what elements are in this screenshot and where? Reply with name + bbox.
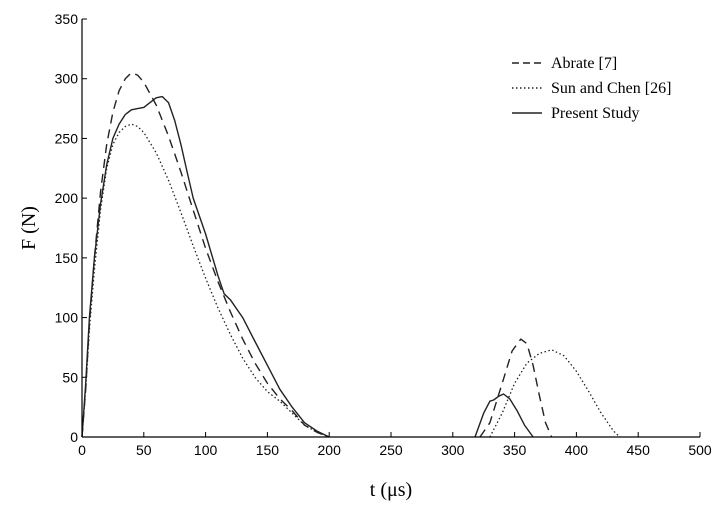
y-tick-label: 250 (55, 130, 79, 146)
x-tick-label: 250 (379, 442, 403, 458)
x-ticks: 0 50 100 150 200 250 300 350 400 450 500 (78, 432, 712, 458)
series-line-dashed-2 (479, 338, 553, 438)
y-tick-label: 0 (70, 429, 78, 445)
series-line-solid-1 (81, 95, 330, 438)
legend: Abrate [7] Sun and Chen [26] Present Study (512, 55, 671, 122)
x-tick-label: 50 (136, 442, 152, 458)
y-ticks: 0 50 100 150 200 250 300 350 (55, 11, 87, 445)
y-tick-label: 350 (55, 11, 79, 27)
x-tick-label: 100 (194, 442, 218, 458)
series-line-dotted-2 (489, 349, 621, 438)
series-line-dashed-1 (81, 72, 330, 438)
x-tick-label: 300 (441, 442, 465, 458)
x-tick-label: 150 (256, 442, 280, 458)
x-axis-title: t (μs) (370, 479, 412, 501)
y-axis-title: F (N) (18, 206, 40, 250)
legend-label: Abrate [7] (551, 55, 617, 72)
plot-lines (81, 72, 621, 438)
y-tick-label: 150 (55, 250, 79, 266)
legend-label: Present Study (551, 105, 639, 122)
x-tick-label: 500 (688, 442, 712, 458)
series-line-dotted-1 (81, 123, 330, 438)
x-tick-label: 400 (565, 442, 589, 458)
y-tick-label: 100 (55, 310, 79, 326)
x-tick-label: 450 (627, 442, 651, 458)
y-tick-label: 50 (62, 369, 78, 385)
series-line-solid-2 (474, 393, 534, 438)
y-tick-label: 300 (55, 71, 79, 87)
y-tick-label: 200 (55, 190, 79, 206)
x-tick-label: 0 (78, 442, 86, 458)
x-tick-label: 350 (503, 442, 527, 458)
x-tick-label: 200 (318, 442, 342, 458)
legend-label: Sun and Chen [26] (551, 80, 671, 97)
